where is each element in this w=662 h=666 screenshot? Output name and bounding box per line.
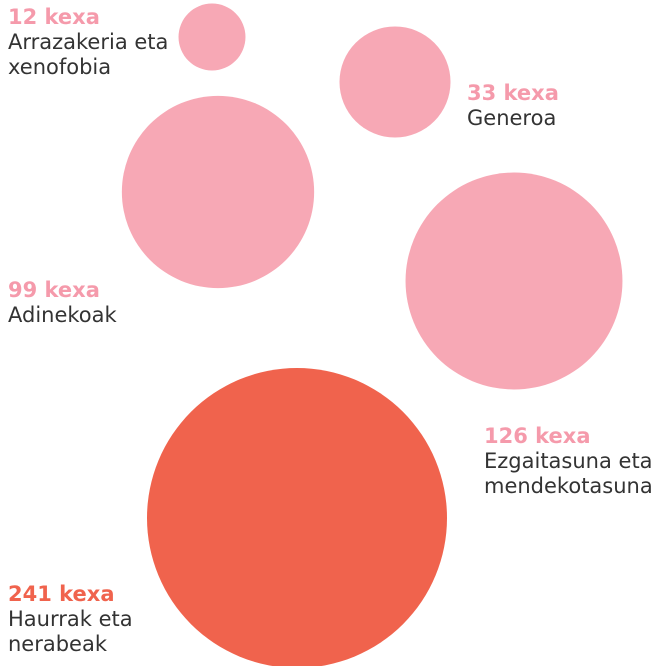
bubble <box>147 368 447 666</box>
bubble-label: 99 kexa Adinekoak <box>8 278 208 328</box>
category-label: Arrazakeria eta xenofobia <box>8 30 169 79</box>
category-label: Adinekoak <box>8 303 117 327</box>
bubble-label: 33 kexa Generoa <box>467 81 657 131</box>
category-label: Haurrak eta nerabeak <box>8 607 133 656</box>
category-label: Generoa <box>467 106 557 130</box>
bubble <box>405 172 623 390</box>
value-label: 126 kexa <box>484 424 591 448</box>
bubble <box>339 26 451 138</box>
bubble-label: 126 kexa Ezgaitasuna eta mendekotasuna <box>484 424 662 499</box>
bubble <box>178 3 246 71</box>
bubble <box>121 95 315 289</box>
value-label: 99 kexa <box>8 278 100 302</box>
value-label: 12 kexa <box>8 5 100 29</box>
value-label: 33 kexa <box>467 81 559 105</box>
bubble-label: 241 kexa Haurrak eta nerabeak <box>8 582 148 657</box>
bubble-label: 12 kexa Arrazakeria eta xenofobia <box>8 5 208 80</box>
category-label: Ezgaitasuna eta mendekotasuna <box>484 449 653 498</box>
value-label: 241 kexa <box>8 582 115 606</box>
